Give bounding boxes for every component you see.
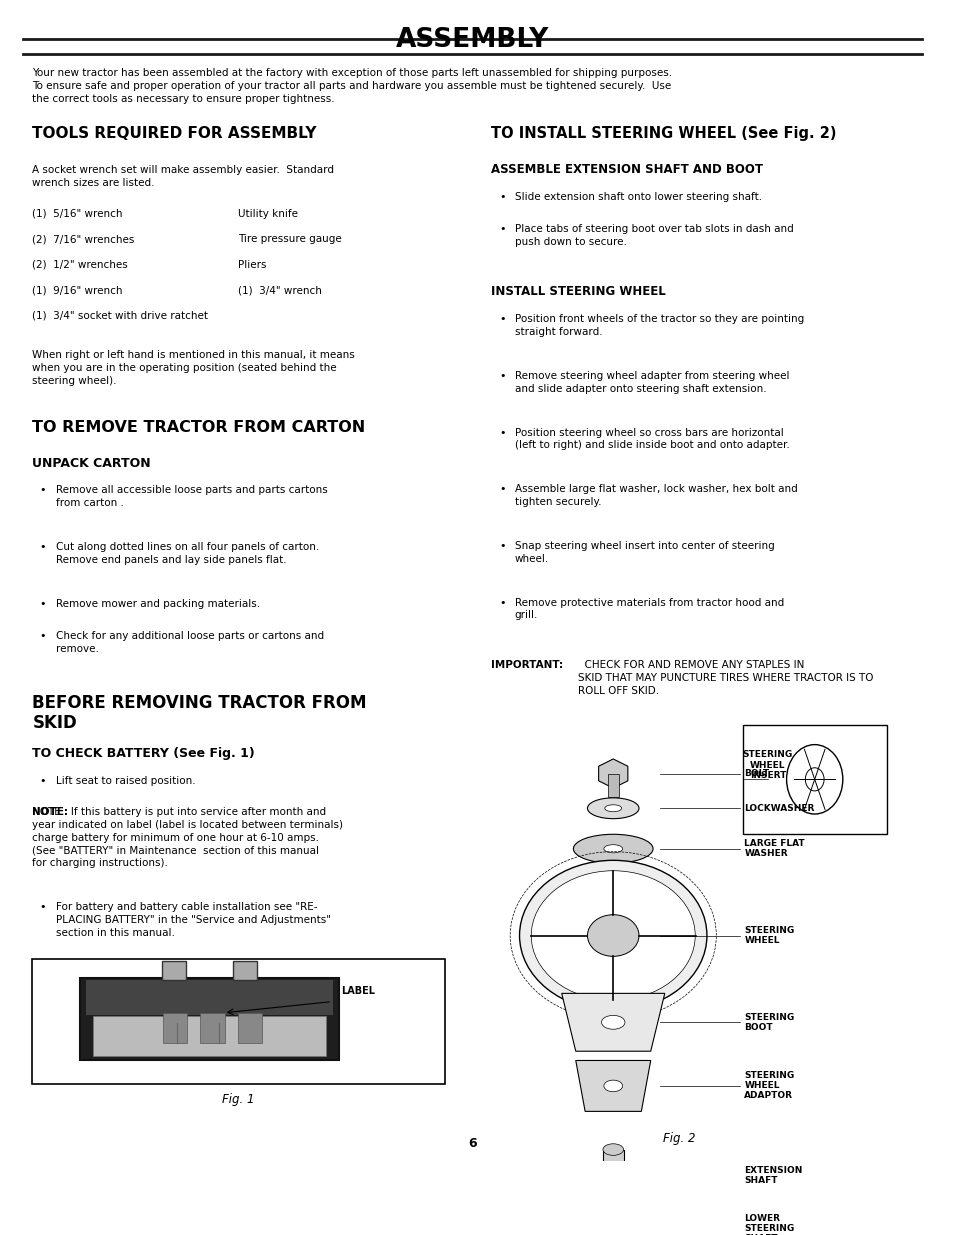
Text: •: • xyxy=(498,541,505,551)
Text: Slide extension shaft onto lower steering shaft.: Slide extension shaft onto lower steerin… xyxy=(515,191,761,201)
Text: Remove protective materials from tractor hood and
grill.: Remove protective materials from tractor… xyxy=(515,598,783,620)
Text: Remove mower and packing materials.: Remove mower and packing materials. xyxy=(55,599,259,609)
FancyBboxPatch shape xyxy=(87,979,333,1015)
Ellipse shape xyxy=(531,871,695,1000)
Text: ASSEMBLE EXTENSION SHAFT AND BOOT: ASSEMBLE EXTENSION SHAFT AND BOOT xyxy=(491,163,762,175)
Text: Remove all accessible loose parts and parts cartons
from carton .: Remove all accessible loose parts and pa… xyxy=(55,485,327,509)
Text: •: • xyxy=(498,484,505,494)
Text: (1)  5/16" wrench: (1) 5/16" wrench xyxy=(32,209,123,219)
Text: LARGE FLAT
WASHER: LARGE FLAT WASHER xyxy=(743,840,804,858)
Polygon shape xyxy=(576,1061,650,1112)
Text: LABEL: LABEL xyxy=(341,986,375,995)
Ellipse shape xyxy=(602,1144,623,1156)
Text: LOWER
STEERING
SHAFT: LOWER STEERING SHAFT xyxy=(743,1214,794,1235)
Text: •: • xyxy=(498,427,505,437)
Text: •: • xyxy=(498,224,505,233)
Text: •: • xyxy=(40,599,47,609)
FancyBboxPatch shape xyxy=(200,1014,224,1044)
Text: Position front wheels of the tractor so they are pointing
straight forward.: Position front wheels of the tractor so … xyxy=(515,314,803,337)
Text: Check for any additional loose parts or cartons and
remove.: Check for any additional loose parts or … xyxy=(55,631,323,655)
Text: Fig. 1: Fig. 1 xyxy=(222,1093,254,1105)
Text: CHECK FOR AND REMOVE ANY STAPLES IN
SKID THAT MAY PUNCTURE TIRES WHERE TRACTOR I: CHECK FOR AND REMOVE ANY STAPLES IN SKID… xyxy=(577,661,872,695)
FancyBboxPatch shape xyxy=(602,1150,623,1202)
FancyBboxPatch shape xyxy=(32,958,444,1083)
Polygon shape xyxy=(523,1202,701,1235)
FancyBboxPatch shape xyxy=(162,961,186,979)
Ellipse shape xyxy=(587,915,639,956)
Text: Assemble large flat washer, lock washer, hex bolt and
tighten securely.: Assemble large flat washer, lock washer,… xyxy=(515,484,797,508)
Ellipse shape xyxy=(601,1015,624,1029)
Text: Pliers: Pliers xyxy=(238,259,267,270)
Text: STEERING
WHEEL
ADAPTOR: STEERING WHEEL ADAPTOR xyxy=(743,1072,794,1100)
Text: NOTE:  If this battery is put into service after month and
year indicated on lab: NOTE: If this battery is put into servic… xyxy=(32,808,343,868)
Text: STEERING
BOOT: STEERING BOOT xyxy=(743,1013,794,1031)
Text: Utility knife: Utility knife xyxy=(238,209,298,219)
Ellipse shape xyxy=(604,805,621,811)
Text: Remove steering wheel adapter from steering wheel
and slide adapter onto steerin: Remove steering wheel adapter from steer… xyxy=(515,370,788,394)
Text: •: • xyxy=(498,598,505,608)
Text: BEFORE REMOVING TRACTOR FROM
SKID: BEFORE REMOVING TRACTOR FROM SKID xyxy=(32,694,366,732)
Text: TO REMOVE TRACTOR FROM CARTON: TO REMOVE TRACTOR FROM CARTON xyxy=(32,420,365,435)
Text: STEERING
WHEEL
INSERT: STEERING WHEEL INSERT xyxy=(742,751,792,781)
Text: •: • xyxy=(498,370,505,380)
Ellipse shape xyxy=(603,845,622,853)
Polygon shape xyxy=(561,993,664,1051)
FancyBboxPatch shape xyxy=(163,1014,187,1044)
Text: STEERING
WHEEL: STEERING WHEEL xyxy=(743,926,794,945)
Text: (1)  3/4" socket with drive ratchet: (1) 3/4" socket with drive ratchet xyxy=(32,311,208,321)
Text: A socket wrench set will make assembly easier.  Standard
wrench sizes are listed: A socket wrench set will make assembly e… xyxy=(32,165,334,188)
Text: •: • xyxy=(40,542,47,552)
Text: (1)  9/16" wrench: (1) 9/16" wrench xyxy=(32,285,123,295)
FancyBboxPatch shape xyxy=(741,725,886,834)
FancyBboxPatch shape xyxy=(233,961,257,979)
FancyBboxPatch shape xyxy=(601,1208,624,1235)
FancyBboxPatch shape xyxy=(237,1014,262,1044)
Text: Fig. 2: Fig. 2 xyxy=(662,1132,695,1145)
FancyBboxPatch shape xyxy=(607,773,618,797)
Text: TO CHECK BATTERY (See Fig. 1): TO CHECK BATTERY (See Fig. 1) xyxy=(32,747,254,760)
Text: •: • xyxy=(40,631,47,641)
Text: When right or left hand is mentioned in this manual, it means
when you are in th: When right or left hand is mentioned in … xyxy=(32,350,355,387)
Text: •: • xyxy=(40,776,47,785)
Text: 6: 6 xyxy=(468,1136,476,1150)
FancyBboxPatch shape xyxy=(80,978,339,1060)
Text: Place tabs of steering boot over tab slots in dash and
push down to secure.: Place tabs of steering boot over tab slo… xyxy=(515,224,793,247)
Text: •: • xyxy=(498,191,505,201)
Text: TOOLS REQUIRED FOR ASSEMBLY: TOOLS REQUIRED FOR ASSEMBLY xyxy=(32,126,316,141)
Text: INSTALL STEERING WHEEL: INSTALL STEERING WHEEL xyxy=(491,285,665,299)
FancyBboxPatch shape xyxy=(92,1015,326,1056)
Ellipse shape xyxy=(603,1081,622,1092)
Text: TO INSTALL STEERING WHEEL (See Fig. 2): TO INSTALL STEERING WHEEL (See Fig. 2) xyxy=(491,126,836,141)
Text: (1)  3/4" wrench: (1) 3/4" wrench xyxy=(238,285,322,295)
Polygon shape xyxy=(598,760,627,788)
Text: IMPORTANT:: IMPORTANT: xyxy=(491,661,563,671)
Text: Your new tractor has been assembled at the factory with exception of those parts: Your new tractor has been assembled at t… xyxy=(32,68,672,104)
Text: Snap steering wheel insert into center of steering
wheel.: Snap steering wheel insert into center o… xyxy=(515,541,774,564)
Text: Position steering wheel so cross bars are horizontal
(left to right) and slide i: Position steering wheel so cross bars ar… xyxy=(515,427,789,451)
Text: NOTE:: NOTE: xyxy=(32,808,69,818)
Ellipse shape xyxy=(587,798,639,819)
Text: LOCKWASHER: LOCKWASHER xyxy=(743,804,814,813)
Text: •: • xyxy=(40,902,47,911)
Text: Tire pressure gauge: Tire pressure gauge xyxy=(238,235,342,245)
Text: For battery and battery cable installation see "RE-
PLACING BATTERY" in the "Ser: For battery and battery cable installati… xyxy=(55,902,331,937)
Ellipse shape xyxy=(519,861,706,1010)
Text: Lift seat to raised position.: Lift seat to raised position. xyxy=(55,776,195,785)
Text: •: • xyxy=(498,314,505,325)
Ellipse shape xyxy=(573,835,653,863)
Text: BOLT: BOLT xyxy=(743,769,769,778)
Text: (2)  1/2" wrenches: (2) 1/2" wrenches xyxy=(32,259,128,270)
Text: (2)  7/16" wrenches: (2) 7/16" wrenches xyxy=(32,235,134,245)
Text: UNPACK CARTON: UNPACK CARTON xyxy=(32,457,151,469)
Text: •: • xyxy=(40,485,47,495)
Text: ASSEMBLY: ASSEMBLY xyxy=(395,27,549,53)
Text: EXTENSION
SHAFT: EXTENSION SHAFT xyxy=(743,1166,802,1186)
Text: Cut along dotted lines on all four panels of carton.
Remove end panels and lay s: Cut along dotted lines on all four panel… xyxy=(55,542,318,564)
